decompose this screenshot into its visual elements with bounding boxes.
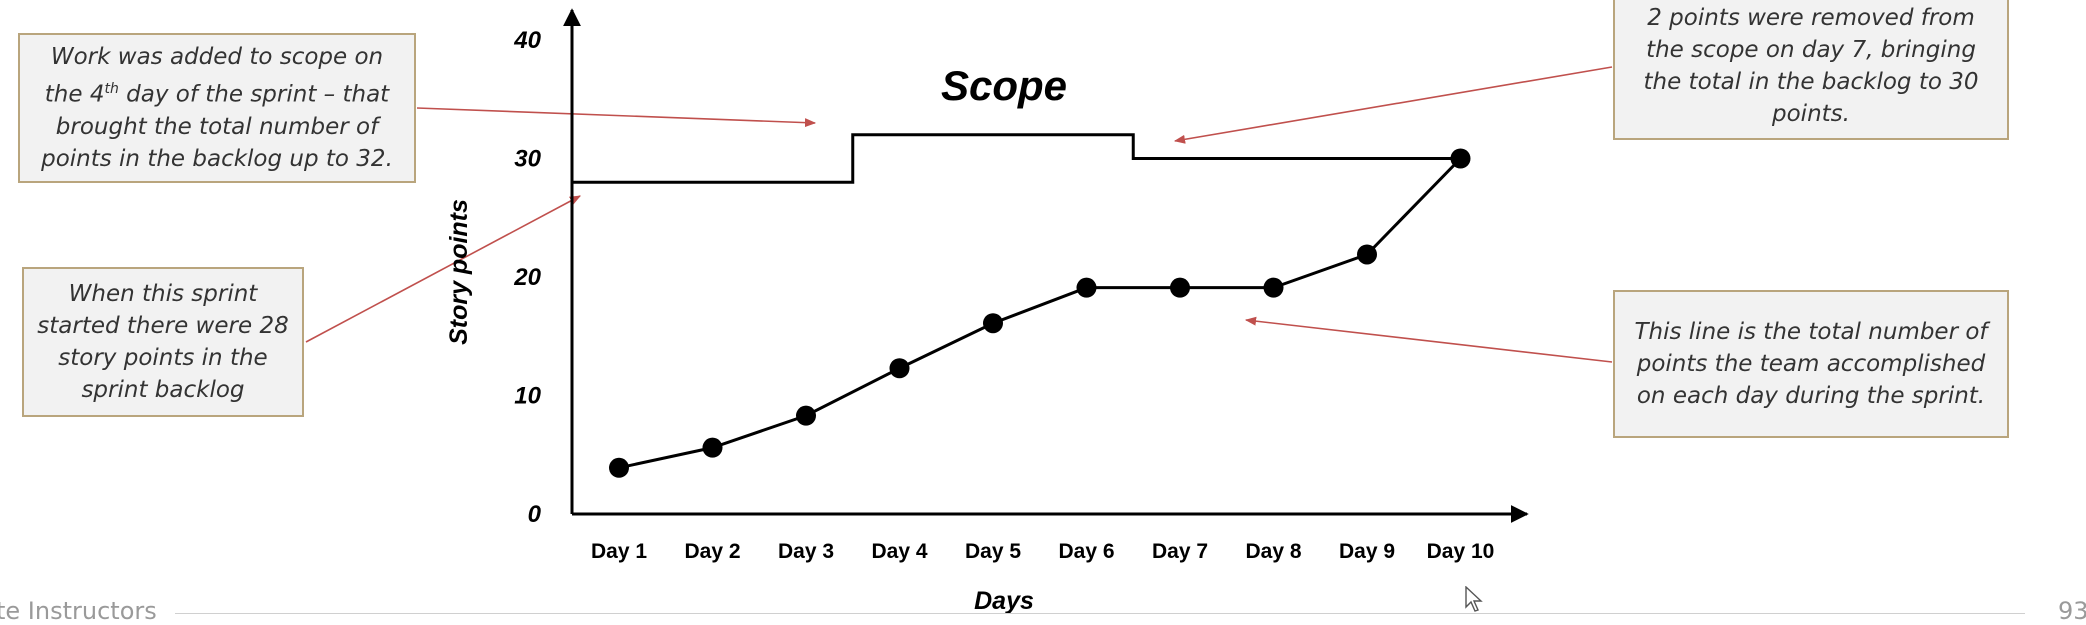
data-point <box>983 313 1003 334</box>
data-point <box>1357 244 1377 265</box>
x-tick-label: Day 1 <box>591 540 647 563</box>
annotation-scope-added-line-3: brought the total number of <box>55 113 379 140</box>
annotation-accomplished-line-3: on each day during the sprint. <box>1636 383 1986 409</box>
annotation-sprint-start-line-1: When this sprint <box>68 281 258 307</box>
x-tick-label: Day 6 <box>1058 540 1114 563</box>
y-tick-label: 30 <box>514 146 541 173</box>
y-tick-label: 40 <box>513 27 541 54</box>
y-tick-label: 10 <box>514 383 541 410</box>
x-tick-label: Day 8 <box>1245 540 1301 563</box>
annotation-sprint-start-line-4: sprint backlog <box>81 377 245 403</box>
annotation-scope-added-line-2a: the 4 <box>44 81 105 108</box>
x-axis-title: Days <box>974 587 1034 615</box>
data-point <box>702 437 723 458</box>
data-point <box>796 405 816 426</box>
data-point <box>1076 277 1097 298</box>
data-point <box>1263 277 1284 298</box>
arrow-accomplished <box>1244 316 1613 363</box>
annotation-scope-added-sup: th <box>104 81 119 98</box>
annotation-scope-added-line-4: points in the backlog up to 32. <box>41 145 393 172</box>
mouse-cursor-icon <box>1465 586 1483 612</box>
data-point <box>889 358 910 379</box>
chart-title: Scope <box>941 62 1067 109</box>
x-tick-label: Day 10 <box>1427 540 1495 563</box>
arrow-sprint-start <box>305 195 581 343</box>
annotation-accomplished-line-2: points the team accomplished <box>1636 351 1986 377</box>
x-tick-label: Day 4 <box>871 540 927 563</box>
data-point <box>609 457 629 478</box>
annotation-scope-added: Work was added to scope on the 4th day o… <box>18 33 416 183</box>
data-point <box>1170 277 1190 298</box>
x-tick-label: Day 7 <box>1152 540 1208 563</box>
annotation-scope-removed-line-2: the scope on day 7, bringing <box>1646 37 1976 63</box>
annotation-sprint-start-line-2: started there were 28 <box>37 313 289 339</box>
annotation-sprint-start: When this sprint started there were 28 s… <box>22 267 304 417</box>
x-tick-label: Day 9 <box>1339 540 1395 563</box>
scope-line <box>572 133 1461 184</box>
annotation-sprint-start-line-3: story points in the <box>58 345 268 371</box>
annotation-accomplished-line-1: This line is the total number of <box>1634 319 1988 345</box>
annotation-scope-added-line-1: Work was added to scope on <box>50 44 384 71</box>
y-tick-label: 0 <box>528 501 542 528</box>
annotation-scope-added-line-2b: day of the sprint – that <box>118 81 390 108</box>
annotation-scope-removed: 2 points were removed from the scope on … <box>1613 0 2009 140</box>
footer-text: te Instructors <box>0 597 157 625</box>
footer-divider <box>175 613 2025 614</box>
x-tick-label: Day 5 <box>965 540 1021 563</box>
y-axis-title: Story points <box>445 199 473 345</box>
slide-number: 93 <box>2058 597 2086 625</box>
annotation-scope-removed-line-4: points. <box>1772 101 1850 127</box>
annotation-scope-removed-line-1: 2 points were removed from <box>1647 5 1975 31</box>
completed-line <box>618 157 1462 470</box>
data-point <box>1450 148 1471 169</box>
annotation-accomplished: This line is the total number of points … <box>1613 290 2009 438</box>
x-tick-label: Day 2 <box>684 540 740 563</box>
arrow-scope-added <box>416 107 817 128</box>
x-tick-label: Day 3 <box>778 540 834 563</box>
annotation-scope-removed-line-3: the total in the backlog to 30 <box>1643 69 1979 95</box>
arrow-scope-removed <box>1173 66 1613 144</box>
y-tick-label: 20 <box>513 264 541 291</box>
